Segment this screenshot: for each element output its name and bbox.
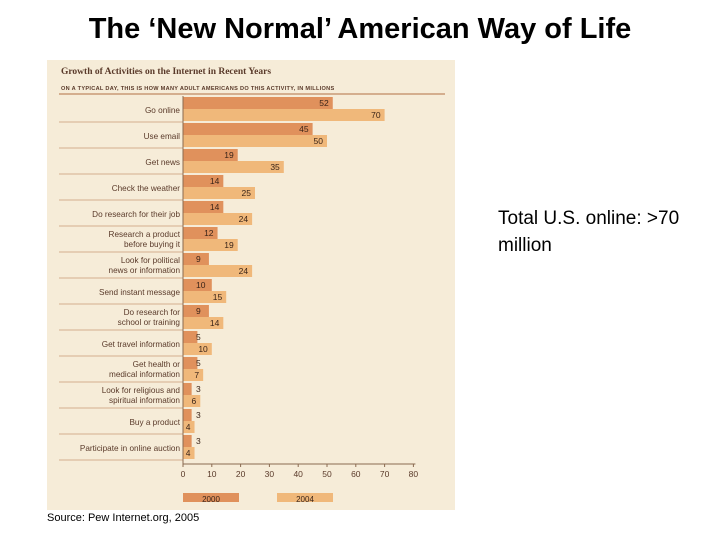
category-label: Participate in online auction	[80, 444, 181, 453]
x-tick-label: 80	[409, 469, 419, 479]
category-label: Do research for	[124, 308, 181, 317]
bar-2000	[183, 279, 212, 291]
category-label-line2: news or information	[109, 266, 181, 275]
chart-subtitle: ON A TYPICAL DAY, THIS IS HOW MANY ADULT…	[61, 86, 335, 92]
bar-2000	[183, 123, 313, 135]
value-label-2000: 12	[204, 228, 214, 238]
bar-2004	[183, 421, 195, 433]
category-label: Research a product	[109, 230, 181, 239]
category-label: Look for religious and	[102, 386, 181, 395]
category-label: Look for political	[121, 256, 180, 265]
value-label-2000: 5	[196, 358, 201, 368]
bar-2000	[183, 435, 192, 447]
legend-swatch-2004	[277, 493, 333, 502]
x-tick-label: 50	[322, 469, 332, 479]
value-label-2000: 19	[224, 150, 234, 160]
bar-2004	[183, 343, 212, 355]
category-label: Check the weather	[112, 184, 181, 193]
legend-label-2004: 2004	[296, 495, 314, 504]
category-label: Get health or	[133, 360, 181, 369]
x-tick-label: 60	[351, 469, 361, 479]
bar-2000	[183, 149, 238, 161]
legend-label-2000: 2000	[202, 495, 220, 504]
bar-2000	[183, 227, 218, 239]
value-label-2004: 35	[270, 162, 280, 172]
bar-2000	[183, 331, 198, 343]
category-label: Send instant message	[99, 288, 180, 297]
source-citation: Source: Pew Internet.org, 2005	[47, 512, 200, 524]
value-label-2000: 9	[196, 306, 201, 316]
bar-2004	[183, 265, 253, 277]
value-label-2004: 4	[186, 448, 191, 458]
value-label-2000: 14	[210, 202, 220, 212]
value-label-2000: 3	[196, 384, 201, 394]
slide-title: The ‘New Normal’ American Way of Life	[88, 13, 632, 45]
category-label: Get news	[145, 158, 180, 167]
bar-2004	[183, 317, 224, 329]
value-label-2000: 3	[196, 436, 201, 446]
category-label: Use email	[144, 132, 181, 141]
category-label: Get travel information	[102, 340, 181, 349]
value-label-2000: 10	[196, 280, 206, 290]
chart-title: Growth of Activities on the Internet in …	[61, 67, 271, 77]
bar-2004	[183, 369, 204, 381]
bar-2000	[183, 253, 209, 265]
value-label-2004: 14	[210, 318, 220, 328]
value-label-2004: 25	[242, 188, 252, 198]
x-tick-label: 10	[207, 469, 217, 479]
legend-swatch-2000	[183, 493, 239, 502]
value-label-2000: 3	[196, 410, 201, 420]
category-label: Go online	[145, 106, 180, 115]
total-online-note: Total U.S. online: >70 million	[498, 208, 680, 256]
value-label-2004: 24	[239, 214, 249, 224]
bar-2004	[183, 213, 253, 225]
bar-2000	[183, 357, 198, 369]
x-tick-label: 70	[380, 469, 390, 479]
bar-2004	[183, 239, 238, 251]
value-label-2004: 70	[371, 110, 381, 120]
value-label-2004: 24	[239, 266, 249, 276]
x-tick-label: 20	[236, 469, 246, 479]
value-label-2000: 52	[319, 98, 329, 108]
chart-panel: Growth of Activities on the Internet in …	[47, 60, 455, 510]
value-label-2004: 50	[314, 136, 324, 146]
value-label-2000: 14	[210, 176, 220, 186]
value-label-2004: 15	[213, 292, 223, 302]
bar-2004	[183, 395, 201, 407]
bar-2000	[183, 97, 333, 109]
value-label-2000: 45	[299, 124, 309, 134]
value-label-2004: 7	[194, 370, 199, 380]
value-label-2000: 5	[196, 332, 201, 342]
value-label-2004: 6	[192, 396, 197, 406]
value-label-2004: 10	[198, 344, 208, 354]
category-label-line2: medical information	[109, 370, 180, 379]
value-label-2004: 19	[224, 240, 234, 250]
category-label-line2: school or training	[118, 318, 181, 327]
bar-2004	[183, 291, 227, 303]
bar-chart: Growth of Activities on the Internet in …	[59, 67, 445, 504]
x-tick-label: 30	[265, 469, 275, 479]
bar-2000	[183, 383, 192, 395]
bar-2004	[183, 109, 385, 121]
x-tick-label: 40	[293, 469, 303, 479]
category-label: Buy a product	[129, 418, 180, 427]
bar-2004	[183, 447, 195, 459]
category-label: Do research for their job	[92, 210, 180, 219]
bar-2000	[183, 175, 224, 187]
category-label-line2: spiritual information	[109, 396, 180, 405]
bar-2004	[183, 135, 327, 147]
bar-2004	[183, 161, 284, 173]
x-tick-label: 0	[181, 469, 186, 479]
value-label-2000: 9	[196, 254, 201, 264]
bar-2000	[183, 201, 224, 213]
value-label-2004: 4	[186, 422, 191, 432]
bar-2000	[183, 305, 209, 317]
category-label-line2: before buying it	[124, 240, 181, 249]
bar-2000	[183, 409, 192, 421]
bar-2004	[183, 187, 255, 199]
